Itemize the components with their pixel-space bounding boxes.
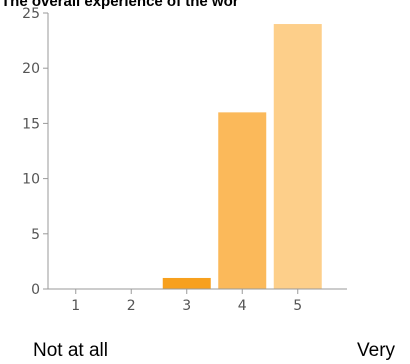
- y-tick-label: 5: [31, 227, 40, 243]
- x-tick-label: 2: [127, 298, 136, 314]
- x-tick-label: 3: [182, 298, 191, 314]
- x-axis: 1 2 3 4 5: [71, 289, 302, 314]
- y-axis: 0 5 10 15 20 25: [22, 6, 48, 298]
- x-tick-label: 4: [238, 298, 247, 314]
- bar-chart: 0 5 10 15 20 25 1 2 3 4 5: [22, 6, 347, 314]
- y-tick-label: 15: [22, 116, 40, 132]
- bar-3: [162, 277, 211, 289]
- y-tick-label: 20: [22, 61, 40, 77]
- chart-title: The overall experience of the wor: [1, 0, 239, 10]
- bar-4: [218, 112, 267, 289]
- scale-label-low: Not at all: [33, 340, 108, 361]
- y-tick-label: 25: [22, 6, 40, 22]
- y-tick-label: 0: [31, 282, 40, 298]
- scale-label-high: Very: [357, 340, 396, 361]
- x-tick-label: 1: [71, 298, 80, 314]
- y-tick-label: 10: [22, 172, 40, 188]
- x-tick-label: 5: [293, 298, 302, 314]
- bars-group: [162, 24, 322, 289]
- bar-5: [273, 24, 322, 289]
